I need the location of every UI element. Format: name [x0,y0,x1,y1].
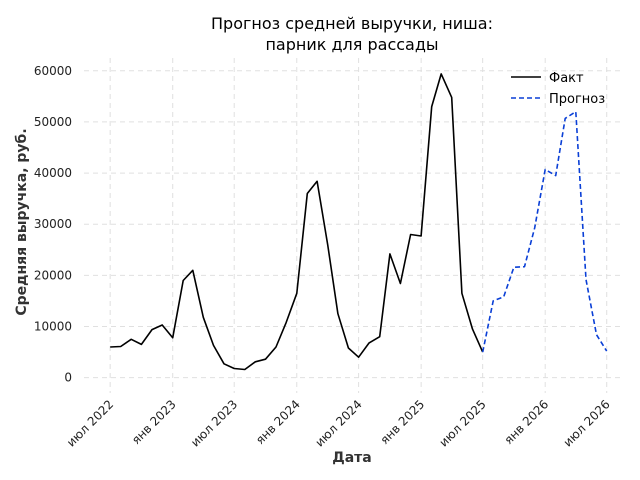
y-tick-label: 50000 [34,115,72,129]
legend: Факт Прогноз [511,71,605,107]
y-tick-label: 20000 [34,268,72,282]
y-tick-label: 0 [64,371,72,385]
grid-lines [84,58,622,393]
y-tick-label: 60000 [34,64,72,78]
x-tick-label: июл 2025 [436,397,488,449]
y-tick-label: 40000 [34,166,72,180]
x-tick-label: июл 2022 [64,397,116,449]
series-line-fact [110,73,484,371]
x-tick-label: июл 2024 [312,397,364,449]
chart-title-line-2: парник для рассады [265,35,438,54]
x-tick-label: июл 2023 [188,397,240,449]
chart-title-line-1: Прогноз средней выручки, ниша: [211,14,493,33]
y-axis-label: Средняя выручка, руб. [14,128,30,315]
legend-label-forecast: Прогноз [549,92,605,107]
y-tick-label: 10000 [34,320,72,334]
series-lines [110,73,608,371]
x-axis-label: Дата [332,450,371,466]
x-tick-label: янв 2024 [253,397,303,447]
x-tick-label: янв 2026 [501,397,551,447]
x-tick-label: янв 2023 [129,397,179,447]
series-line-forecast [481,110,608,353]
y-tick-label: 30000 [34,217,72,231]
legend-label-fact: Факт [549,71,584,86]
x-tick-label: июл 2026 [561,397,613,449]
x-tick-label: янв 2025 [377,397,427,447]
